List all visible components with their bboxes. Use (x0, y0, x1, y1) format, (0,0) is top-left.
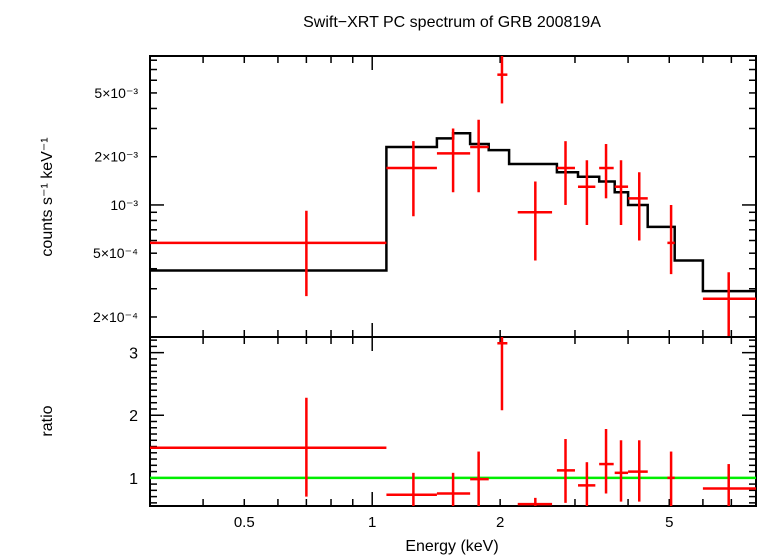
y-tick-label: 2×10⁻³ (94, 149, 138, 165)
spectrum-data-point (386, 141, 437, 217)
spectrum-data-point (628, 172, 648, 241)
ratio-tick-label: 1 (129, 471, 138, 488)
y-tick-label: 5×10⁻³ (94, 85, 138, 101)
y-tick-label: 5×10⁻⁴ (93, 245, 138, 261)
ratio-data-point (517, 497, 553, 506)
chart-title: Swift−XRT PC spectrum of GRB 200819A (303, 14, 601, 31)
spectrum-data-point (436, 128, 471, 193)
ratio-data-point (702, 464, 756, 506)
model-step-curve (150, 132, 756, 293)
ratio-data-point (667, 451, 675, 506)
y-tick-label: 10⁻³ (110, 197, 138, 213)
top-y-axis-label: counts s⁻¹ keV⁻¹ (39, 137, 56, 256)
spectrum-data-point (470, 119, 489, 193)
spectrum-data-point (614, 160, 629, 225)
x-tick-label: 5 (665, 514, 673, 531)
x-tick-label: 1 (368, 514, 376, 531)
ratio-tick-label: 2 (129, 408, 138, 425)
ratio-data-point (436, 472, 471, 506)
spectrum-panel: 5×10⁻³ 2×10⁻³ 10⁻³ 5×10⁻⁴ 2×10⁻⁴ (93, 55, 757, 338)
spectrum-data-point (578, 160, 596, 225)
x-tick-label: 2 (496, 514, 504, 531)
y-tick-label: 2×10⁻⁴ (93, 309, 138, 325)
ratio-data-point (614, 440, 629, 502)
ratio-tick-label: 3 (129, 346, 138, 363)
spectrum-plot-frame (149, 55, 757, 338)
x-tick-label: 0.5 (234, 514, 255, 531)
spectrum-data-point (702, 272, 756, 337)
spectrum-data-point (497, 56, 508, 104)
ratio-data-point (150, 397, 387, 497)
ratio-data-point (599, 429, 614, 494)
spectrum-data-point (517, 181, 553, 261)
ratio-y-axis-label: ratio (39, 405, 56, 436)
spectrum-data-point (667, 204, 675, 275)
spectrum-data-point (150, 210, 387, 297)
ratio-data-point (470, 451, 489, 506)
ratio-data-point (628, 440, 648, 502)
ratio-panel: 0.5 1 2 5 1 2 3 (129, 336, 757, 531)
ratio-data-point (497, 337, 508, 411)
ratio-data-point (386, 472, 437, 506)
spectrum-data-point (599, 144, 614, 199)
x-axis-label: Energy (keV) (405, 538, 498, 555)
ratio-data-point (578, 462, 596, 506)
ratio-data-point (556, 439, 575, 503)
spectrum-data-point (556, 141, 575, 205)
